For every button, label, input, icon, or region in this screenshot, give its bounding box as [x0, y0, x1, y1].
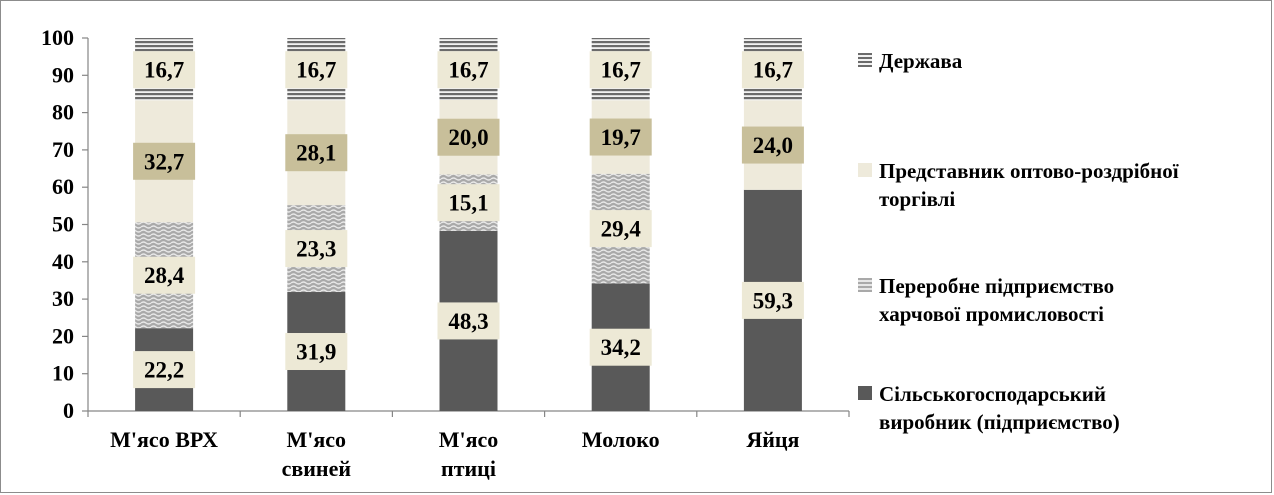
data-label: 29,4	[601, 217, 642, 242]
data-label: 59,3	[753, 288, 793, 313]
data-label: 48,3	[448, 309, 488, 334]
legend-item: Держава	[858, 47, 1264, 75]
y-tick-label: 10	[52, 361, 74, 386]
data-label: 16,7	[296, 58, 336, 83]
y-tick-label: 90	[52, 62, 74, 87]
x-category-label: Яйця	[746, 427, 799, 452]
bars	[135, 38, 802, 411]
data-label: 15,1	[448, 191, 488, 216]
x-axis: М'ясо ВРХ М'ясо свиней М'ясо птиці Молоко Яйця	[87, 410, 850, 481]
legend-label: Сільськогосподарський виробник (підприємс…	[879, 380, 1264, 436]
data-label: 23,3	[296, 237, 336, 262]
data-label: 24,0	[753, 133, 793, 158]
data-label-box	[589, 51, 652, 89]
legend-label-line: харчової промисловості	[879, 302, 1105, 326]
x-category-label: М'ясо	[439, 427, 499, 452]
data-label-box	[285, 333, 348, 371]
x-category-label: птиці	[441, 456, 496, 481]
data-label: 19,7	[601, 125, 641, 150]
data-label-box	[437, 51, 500, 89]
legend-label-line: торгівлі	[879, 187, 956, 211]
x-category-label: М'ясо ВРХ	[110, 427, 218, 452]
x-category-label: М'ясо	[287, 427, 347, 452]
data-label-box	[133, 351, 196, 389]
data-label-box	[589, 210, 652, 248]
y-tick-label: 80	[52, 100, 74, 125]
data-label: 22,2	[144, 358, 184, 383]
data-label: 32,7	[144, 149, 184, 174]
legend-swatch	[858, 53, 872, 67]
data-label-box	[741, 51, 804, 89]
legend-item: Представник оптово-роздрібної торгівлі	[858, 157, 1264, 213]
legend-item: Сільськогосподарський виробник (підприємс…	[858, 380, 1264, 436]
data-label-box	[285, 134, 348, 172]
legend-label-line: Представник оптово-роздрібної	[879, 159, 1179, 183]
data-label: 16,7	[753, 58, 793, 83]
data-label: 20,0	[448, 125, 488, 150]
data-label: 34,2	[601, 335, 641, 360]
legend-item: Переробне підприємство харчової промислов…	[858, 272, 1264, 328]
data-label-box	[741, 126, 804, 164]
y-axis: 0 10 20 30 40 50 60 70 80 90 100	[41, 25, 89, 423]
data-label-box	[437, 184, 500, 222]
y-tick-label: 70	[52, 137, 74, 162]
data-label-box	[589, 328, 652, 366]
legend-label-line: Сільськогосподарський	[879, 382, 1106, 406]
data-label-box	[437, 118, 500, 156]
y-tick-label: 60	[52, 174, 74, 199]
data-label: 16,7	[448, 58, 488, 83]
legend-label-line: Переробне підприємство	[879, 274, 1115, 298]
y-tick-label: 100	[41, 25, 74, 50]
x-category-label: свиней	[282, 456, 352, 481]
data-label-box	[437, 302, 500, 340]
y-tick-label: 40	[52, 249, 74, 274]
data-label: 28,1	[296, 141, 336, 166]
legend-label: Представник оптово-роздрібної торгівлі	[879, 157, 1264, 213]
y-tick-label: 0	[63, 398, 74, 423]
y-tick-label: 30	[52, 286, 74, 311]
data-label-box	[285, 51, 348, 89]
legend-swatch	[858, 278, 872, 292]
data-label: 16,7	[601, 58, 641, 83]
y-tick-label: 50	[52, 212, 74, 237]
data-label-box	[589, 118, 652, 156]
legend-label: Переробне підприємство харчової промислов…	[879, 272, 1264, 328]
data-label-box	[285, 230, 348, 268]
legend-label-line: Держава	[879, 49, 963, 73]
legend-label: Держава	[879, 47, 1264, 75]
data-label: 28,4	[144, 263, 185, 288]
data-label: 31,9	[296, 340, 336, 365]
legend-label-line: виробник (підприємство)	[879, 410, 1120, 434]
data-label-box	[133, 51, 196, 89]
y-tick-label: 20	[52, 323, 74, 348]
data-label-box	[133, 142, 196, 180]
legend-swatch	[858, 163, 872, 177]
data-labels: 22,2 28,4 32,7 16,7 31,9 23,3 28,1 16,7 48,3 15,1…	[133, 51, 804, 389]
data-label-box	[741, 281, 804, 319]
legend-swatch	[858, 386, 872, 400]
data-label: 16,7	[144, 58, 184, 83]
x-category-label: Молоко	[582, 427, 660, 452]
data-label-box	[133, 256, 196, 294]
